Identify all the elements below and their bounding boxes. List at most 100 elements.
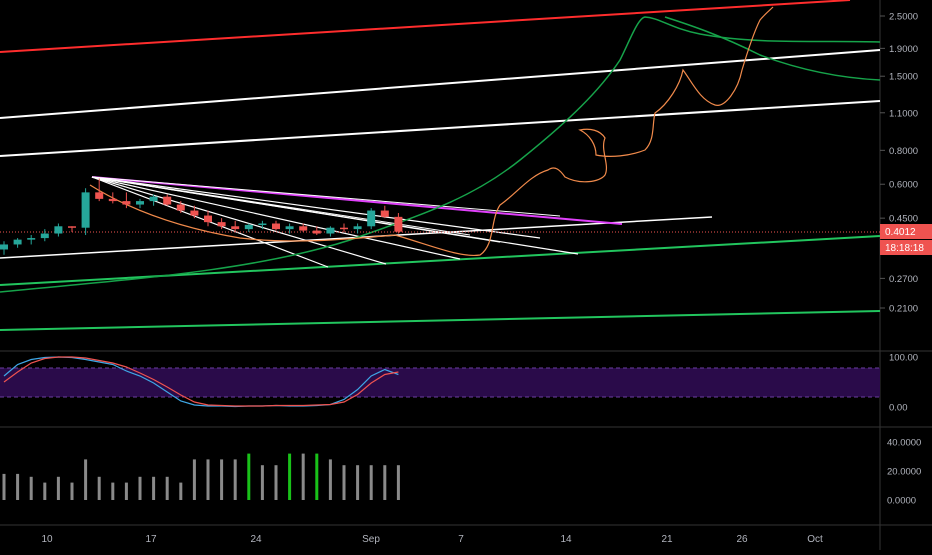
volume-bars	[2, 453, 400, 500]
candle-body	[163, 196, 172, 205]
price-tick-label: 0.8000	[889, 146, 918, 157]
candle-body	[217, 222, 226, 227]
countdown-badge	[880, 240, 932, 255]
volume-bar	[179, 482, 183, 500]
stochastic-tick-label: 0.00	[889, 403, 908, 414]
price-tick-label: 0.6000	[889, 180, 918, 191]
candle-body	[340, 227, 348, 230]
gann-fan-line[interactable]	[91, 176, 561, 217]
volume-bar	[328, 459, 332, 500]
volume-bar	[192, 459, 196, 500]
candle-body	[122, 201, 131, 205]
stochastic-axis[interactable]: 100.00 0.00	[889, 353, 918, 414]
time-tick-label: 26	[736, 534, 748, 545]
volume-bar	[274, 465, 278, 500]
green-trendline-lower[interactable]	[0, 310, 881, 331]
candle-body	[81, 192, 90, 228]
last-price-badge	[880, 224, 932, 239]
volume-bar	[342, 465, 346, 500]
last-price-text: 0.4012	[885, 227, 916, 238]
gann-fan-line[interactable]	[91, 176, 541, 239]
volume-bar	[356, 465, 360, 500]
stoch-d-line	[3, 356, 399, 407]
candle-body	[54, 226, 63, 234]
volume-tick-label: 0.0000	[887, 496, 916, 507]
time-tick-label: 10	[41, 534, 53, 545]
candle-body	[176, 204, 185, 211]
candle-body	[285, 226, 294, 230]
stochastic-band	[0, 368, 880, 397]
volume-bar	[206, 459, 210, 500]
volume-bar	[369, 465, 373, 500]
price-tick-label: 1.5000	[889, 72, 918, 83]
volume-bar	[288, 453, 292, 500]
volume-tick-label: 20.0000	[887, 467, 921, 478]
candle-body	[149, 196, 158, 202]
gann-fan-line[interactable]	[91, 176, 387, 265]
time-tick-label: 21	[661, 534, 673, 545]
volume-axis[interactable]: 40.0000 20.0000 0.0000	[887, 438, 921, 507]
volume-bar	[301, 453, 305, 500]
candle-body	[190, 210, 199, 216]
candle-body	[204, 215, 212, 223]
time-tick-label: 24	[250, 534, 262, 545]
volume-bar	[70, 482, 74, 500]
countdown-label: 18:18:18	[880, 240, 932, 255]
candle-body	[367, 210, 376, 227]
candle-body	[394, 216, 403, 232]
candle-body	[108, 198, 117, 202]
gann-fan-line[interactable]	[91, 176, 471, 236]
candle-body	[353, 226, 362, 230]
orange-projection-path	[89, 6, 774, 257]
volume-bar	[16, 473, 20, 500]
gann-fan-line[interactable]	[91, 176, 461, 260]
channel-upper-line[interactable]	[0, 49, 881, 119]
stochastic-lines	[3, 356, 399, 408]
candle-body	[27, 238, 36, 240]
time-tick-label: 17	[145, 534, 157, 545]
time-axis[interactable]: 10 17 24 Sep 7 14 21 26 Oct	[41, 534, 823, 545]
price-tick-label: 0.4500	[889, 214, 918, 225]
candle-body	[272, 223, 280, 230]
candle-body	[299, 226, 308, 231]
volume-pane[interactable]	[0, 430, 880, 522]
volume-bar	[315, 453, 319, 500]
candle-body	[0, 244, 8, 250]
volume-bar	[124, 482, 128, 500]
volume-tick-label: 40.0000	[887, 438, 921, 449]
volume-bar	[165, 476, 169, 500]
candle-body	[380, 210, 389, 217]
volume-bar	[396, 465, 400, 500]
volume-bar	[233, 459, 237, 500]
time-tick-label: 7	[458, 534, 464, 545]
time-tick-label: 14	[560, 534, 572, 545]
volume-bar	[152, 476, 156, 500]
volume-bar	[220, 459, 224, 500]
volume-bar	[2, 473, 6, 500]
volume-bar	[97, 476, 101, 500]
volume-bar	[43, 482, 47, 500]
candle-body	[13, 239, 22, 245]
price-axis[interactable]: 2.5000 1.9000 1.5000 1.1000 0.8000 0.6000 0.45…	[880, 12, 918, 315]
green-projection-curve	[0, 16, 881, 293]
candle-body	[231, 226, 240, 230]
candle-body	[136, 201, 144, 205]
volume-bar	[56, 476, 60, 500]
candle-body	[258, 223, 267, 226]
volume-bar	[84, 459, 88, 500]
candles-layer	[0, 178, 403, 255]
resistance-trendline[interactable]	[0, 0, 851, 53]
volume-bar	[260, 465, 264, 500]
volume-bar	[247, 453, 251, 500]
candle-body	[95, 192, 104, 199]
candle-body	[40, 233, 49, 239]
volume-bar	[29, 476, 33, 500]
candle-body	[244, 224, 253, 230]
candle-body	[312, 230, 321, 234]
price-tick-label: 1.9000	[889, 44, 918, 55]
price-tick-label: 2.5000	[889, 12, 918, 23]
channel-middle-line[interactable]	[0, 100, 881, 157]
